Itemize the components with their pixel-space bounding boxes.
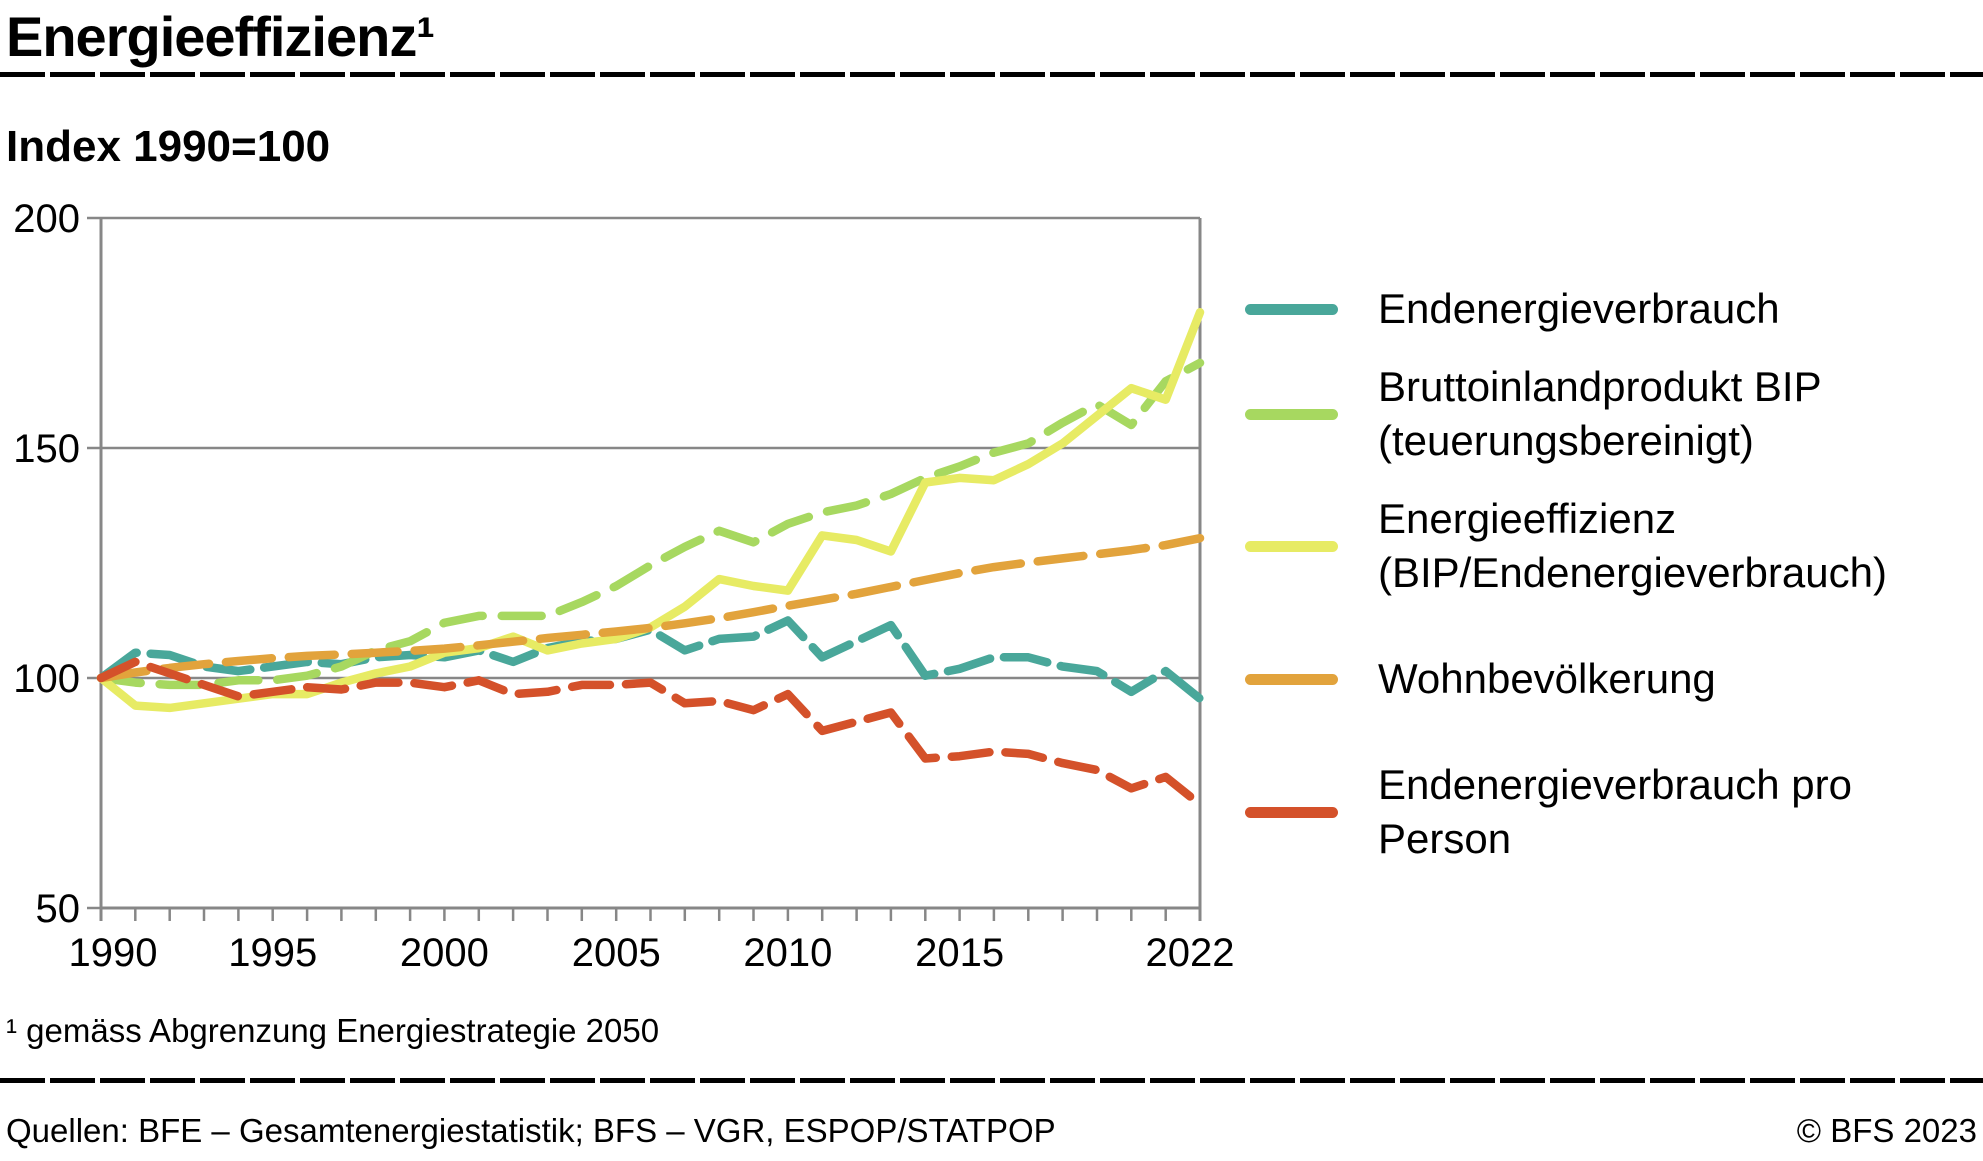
legend-item-label: Endenergieverbrauch pro Person <box>1378 761 1852 862</box>
y-axis-label: 200 <box>13 197 80 241</box>
x-axis-label: 2000 <box>400 931 489 975</box>
footnote: ¹ gemäss Abgrenzung Energiestrategie 205… <box>6 1012 660 1049</box>
copyright-text: © BFS 2023 <box>1796 1112 1977 1149</box>
legend-item-label: Endenergieverbrauch <box>1378 285 1780 332</box>
legend-swatch-yellow <box>1245 540 1338 552</box>
x-axis-label: 2015 <box>915 931 1004 975</box>
y-axis-label: 50 <box>36 887 81 931</box>
chart-subtitle: Index 1990=100 <box>6 122 331 171</box>
legend-item-endenergieverbrauch-pro-person: Endenergieverbrauch pro Person <box>1245 758 1960 866</box>
legend-item-endenergieverbrauch: Endenergieverbrauch <box>1245 282 1960 336</box>
page-title: Energieeffizienz¹ <box>6 5 435 68</box>
legend-item-bip: Bruttoinlandprodukt BIP (teuerungsberein… <box>1245 360 1960 468</box>
legend-item-label: Bruttoinlandprodukt BIP (teuerungsberein… <box>1378 363 1822 464</box>
x-axis-label: 2022 <box>1146 931 1235 975</box>
legend-swatch-red <box>1245 806 1338 818</box>
x-axis-label: 1995 <box>228 931 317 975</box>
series-line-wohnbevoelkerung <box>96 533 1205 683</box>
bottom-rule <box>0 1078 1983 1083</box>
sources-row: Quellen: BFE – Gesamtenergiestatistik; B… <box>6 1112 1977 1150</box>
y-axis-label: 100 <box>13 657 80 701</box>
top-rule <box>0 72 1983 77</box>
legend-item-energieeffizienz: Energieeffizienz (BIP/Endenergieverbrauc… <box>1245 492 1960 600</box>
legend-swatch-teal <box>1245 303 1338 315</box>
chart-legend: Endenergieverbrauch Bruttoinlandprodukt … <box>1245 282 1960 866</box>
legend-swatch-green <box>1245 408 1338 420</box>
legend-swatch-orange <box>1245 673 1338 685</box>
legend-item-label: Energieeffizienz (BIP/Endenergieverbrauc… <box>1378 495 1887 596</box>
legend-item-wohnbevoelkerung: Wohnbevölkerung <box>1245 652 1960 706</box>
series-line-energieeffizienz <box>96 308 1205 713</box>
x-axis-label: 2005 <box>572 931 661 975</box>
x-axis-label: 1990 <box>69 931 158 975</box>
series-line-bip <box>96 358 1205 690</box>
series-line-endenergieverbrauch-pro-person <box>96 657 1205 809</box>
x-axis-label: 2010 <box>743 931 832 975</box>
legend-item-label: Wohnbevölkerung <box>1378 655 1716 702</box>
y-axis-label: 150 <box>13 427 80 471</box>
source-text: Quellen: BFE – Gesamtenergiestatistik; B… <box>6 1112 1056 1149</box>
